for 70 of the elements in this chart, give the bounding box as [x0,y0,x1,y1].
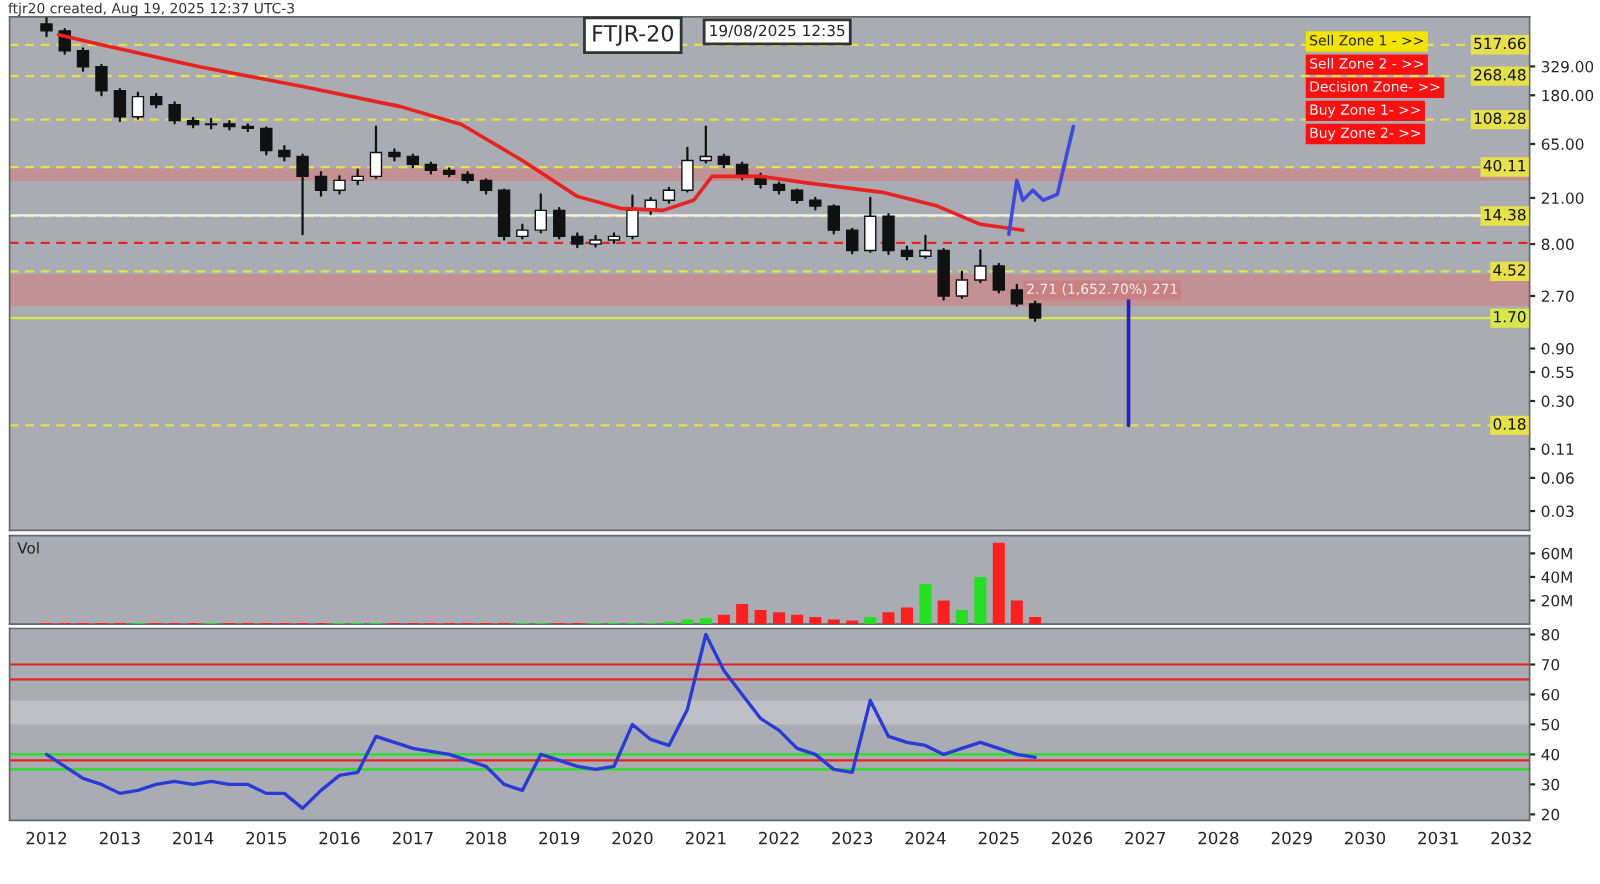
candlestick [974,249,987,284]
x-tick-label: 2014 [173,831,214,845]
x-tick-label: 2012 [26,831,67,845]
candlestick [168,101,181,125]
bar [937,600,950,625]
bar [699,618,712,625]
x-tick-label: 2025 [978,831,1019,845]
bar [1010,600,1023,625]
bar [992,542,1005,625]
candlestick [76,47,90,72]
x-tick-label: 2030 [1344,831,1386,845]
x-tick-label: 2023 [832,831,873,845]
candlestick [864,196,877,253]
candlestick [131,91,145,120]
bar [791,614,804,625]
x-tick-label: 2021 [685,831,726,845]
bar [827,619,840,625]
candlestick [1010,283,1024,307]
x-tick-label: 2018 [466,831,507,845]
bar [809,617,822,625]
bar [919,584,932,625]
x-tick-label: 2013 [99,831,140,845]
bar [717,614,730,625]
x-tick-label: 2020 [612,831,653,845]
x-tick-label: 2015 [246,831,287,845]
candlestick [955,270,969,299]
candlestick [681,146,694,193]
line-series [44,632,1037,811]
candlestick [827,204,840,235]
candlestick [369,125,383,179]
candlestick [937,248,950,301]
candlestick [260,126,273,156]
x-tick-label: 2017 [392,831,433,845]
bar [681,619,694,625]
bar [864,617,877,625]
x-tick-label: 2016 [319,831,360,845]
bar [955,609,968,625]
candlestick [497,188,511,241]
candlestick [553,206,566,240]
bar [900,607,913,625]
bar [974,576,987,625]
candlestick [388,148,401,162]
candlestick [296,153,309,236]
x-tick-label: 2024 [905,831,946,845]
bar [773,612,786,625]
candlestick [1028,300,1042,323]
bar [754,609,767,625]
candlestick [113,87,127,123]
candlestick [534,193,548,234]
bar [736,604,749,625]
x-tick-label: 2026 [1052,831,1093,845]
bar [1029,617,1042,625]
candlestick [95,63,108,97]
candlestick [314,171,328,197]
x-tick-label: 2031 [1418,831,1458,845]
x-tick-label: 2029 [1271,831,1312,845]
x-tick-label: 2027 [1125,831,1165,845]
x-tick-label: 2022 [759,831,799,845]
candlestick [699,125,713,164]
x-tick-label: 2019 [539,831,580,845]
candlestick [992,262,1006,294]
bar [882,612,895,625]
x-tick-label: 2028 [1198,831,1239,845]
line-series [1007,124,1076,236]
candlestick [846,227,859,255]
x-tick-label: 2032 [1491,831,1531,845]
candlestick [919,234,932,259]
candlestick [626,194,639,240]
candlestick [882,212,895,256]
annotation: FTJR-20 [593,24,674,46]
